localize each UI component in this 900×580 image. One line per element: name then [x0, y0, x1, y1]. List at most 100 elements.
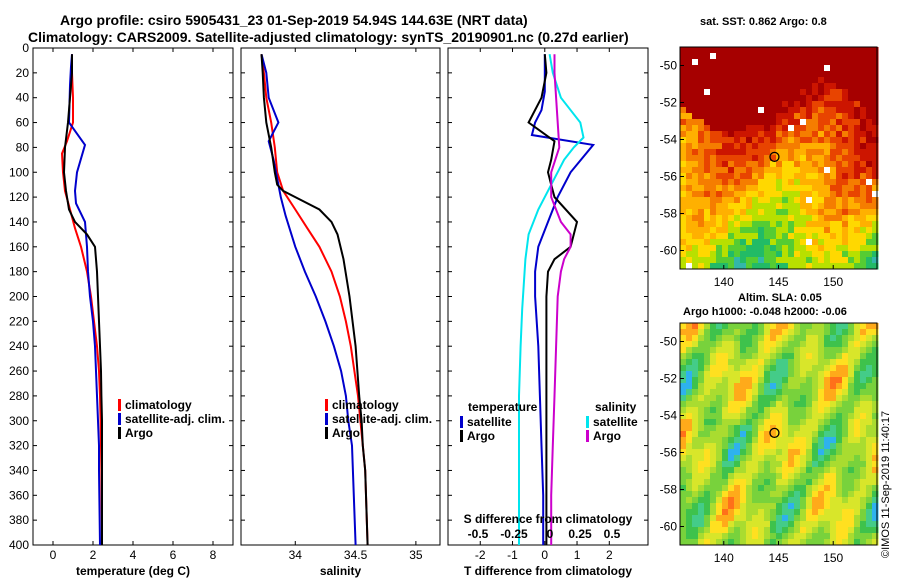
map-cell: [824, 425, 831, 432]
map-cell: [848, 533, 855, 540]
map-cell: [734, 467, 741, 474]
map-cell: [818, 473, 825, 480]
map-cell: [764, 65, 771, 72]
map-cell: [848, 347, 855, 354]
temperature-series-1: [67, 54, 101, 546]
map-cell: [686, 509, 693, 516]
diff-legend-label: satellite: [467, 415, 512, 429]
map-cell: [824, 131, 831, 138]
map-cell: [848, 395, 855, 402]
map-cell: [812, 371, 819, 378]
map-cell: [716, 167, 723, 174]
map-cell: [770, 383, 777, 390]
map-cell: [842, 209, 849, 216]
map-cell: [782, 437, 789, 444]
temperature-series-0: [60, 54, 103, 546]
map-cell: [680, 401, 687, 408]
map-cell: [746, 209, 753, 216]
map-cell: [740, 467, 747, 474]
map-cell: [704, 245, 711, 252]
map-cell: [830, 53, 837, 60]
map-cell: [836, 107, 843, 114]
map-cell: [764, 395, 771, 402]
map-cell: [782, 263, 789, 270]
map-cell: [686, 461, 693, 468]
map-cell: [818, 467, 825, 474]
map-cell: [686, 215, 693, 222]
temperature-legend-swatch: [118, 399, 121, 411]
map-cell: [680, 413, 687, 420]
map-cell: [734, 143, 741, 150]
map-cell: [788, 371, 795, 378]
argo-position-marker: [769, 427, 780, 439]
map-cell: [818, 371, 825, 378]
map-cell: [818, 509, 825, 516]
map-cell: [698, 395, 705, 402]
map-cell: [770, 407, 777, 414]
map-cell: [866, 443, 873, 450]
map-cell: [872, 89, 879, 96]
map-cell: [842, 197, 849, 204]
map-cell: [788, 413, 795, 420]
map-cell: [830, 83, 837, 90]
map-cell: [824, 263, 831, 270]
map-cell: [860, 461, 867, 468]
map-cell: [860, 515, 867, 522]
map-cell: [710, 101, 717, 108]
map-cell: [794, 209, 801, 216]
map-cell: [854, 245, 861, 252]
map-cell: [704, 353, 711, 360]
map-cell: [728, 59, 735, 66]
map-cell: [776, 323, 783, 330]
map-cell: [866, 413, 873, 420]
map-cell: [680, 239, 687, 246]
map-cell: [824, 461, 831, 468]
map-cell: [752, 47, 759, 54]
map-cell: [854, 473, 861, 480]
map-cell: [782, 413, 789, 420]
map-cell: [824, 149, 831, 156]
map-cell: [698, 239, 705, 246]
map-cell: [752, 425, 759, 432]
map-cell: [752, 419, 759, 426]
map-cell: [800, 107, 807, 114]
map-cell: [794, 437, 801, 444]
map-cell: [794, 59, 801, 66]
map-cell: [782, 161, 789, 168]
map-cell: [800, 167, 807, 174]
map-cell: [806, 65, 813, 72]
map-cell: [800, 77, 807, 84]
map-cell: [698, 251, 705, 258]
map-cell: [818, 125, 825, 132]
temperature-legend-label: satellite-adj. clim.: [125, 412, 225, 426]
map-cell: [824, 83, 831, 90]
map-cell: [770, 365, 777, 372]
map-cell: [782, 83, 789, 90]
map-cell: [752, 455, 759, 462]
map-cell: [794, 467, 801, 474]
map-cell: [842, 527, 849, 534]
map-cell: [866, 347, 873, 354]
map-cell: [746, 65, 753, 72]
map-cell: [770, 215, 777, 222]
map-cell: [848, 341, 855, 348]
difference-x-axis-label: T difference from climatology: [464, 564, 632, 578]
map-cell: [698, 149, 705, 156]
map-cell: [704, 377, 711, 384]
map-cell: [716, 377, 723, 384]
map-cell: [764, 323, 771, 330]
map-cell: [872, 53, 879, 60]
map-cell: [860, 191, 867, 198]
map-cell: [830, 479, 837, 486]
map-cell: [764, 527, 771, 534]
map-cell: [854, 191, 861, 198]
map-cell: [836, 503, 843, 510]
map-cell: [764, 347, 771, 354]
map-cell: [758, 47, 765, 54]
map-cell: [818, 533, 825, 540]
map-cell: [854, 251, 861, 258]
map-cell: [740, 365, 747, 372]
map-cell: [800, 101, 807, 108]
map-cell: [776, 89, 783, 96]
map-cell: [806, 149, 813, 156]
